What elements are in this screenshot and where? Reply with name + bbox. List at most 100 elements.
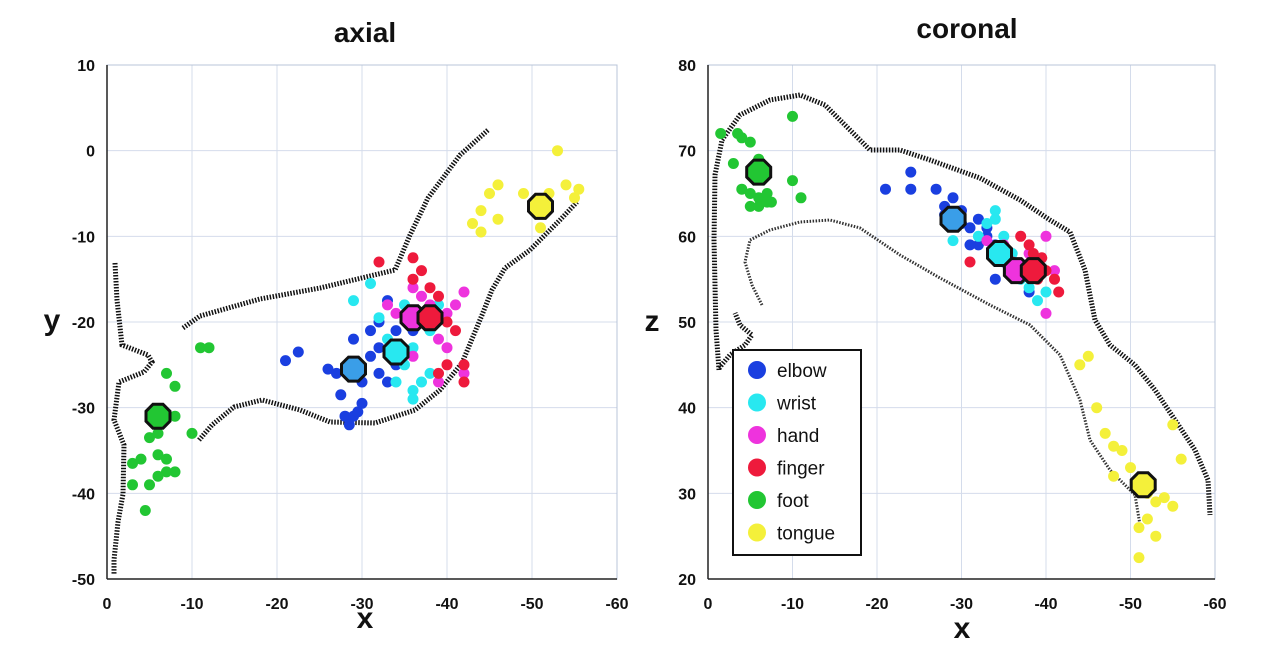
tongue-point (1091, 402, 1103, 414)
x-tick-label: -60 (605, 596, 628, 613)
elbow-point (972, 239, 984, 251)
y-tick-label: 80 (678, 58, 696, 75)
wrist-point (998, 230, 1010, 242)
foot-point (127, 479, 138, 491)
elbow-point (382, 376, 393, 388)
y-tick-label: -50 (72, 572, 95, 589)
y-tick-label: 20 (678, 572, 696, 589)
finger-mean-marker (1019, 257, 1047, 285)
tongue-point (535, 222, 546, 234)
axial-panel: axial 0 -10 -20 -30 -40 -50 -60 10 0 -10 -20 -30 -4… (44, 17, 629, 635)
elbow-point (905, 183, 917, 195)
foot-point (152, 470, 164, 482)
x-tick-labels: 0 -10 -20 -30 -40 -50 -60 (103, 596, 629, 613)
elbow-point (322, 363, 334, 375)
x-tick-label: -40 (1034, 596, 1057, 613)
elbow-mean-marker (939, 205, 967, 233)
wrist-point (989, 213, 1001, 225)
legend-box (732, 349, 862, 556)
wrist-point (416, 376, 427, 388)
brain-outline (711, 92, 1213, 516)
tongue-point (573, 183, 585, 195)
tongue-point (1167, 419, 1179, 431)
tongue-point (1099, 427, 1111, 439)
finger-point (407, 273, 419, 285)
y-tick-label: -40 (72, 486, 95, 503)
y-tick-label: -30 (72, 401, 95, 418)
foot-point (169, 410, 181, 422)
elbow-point (348, 333, 359, 345)
hand-point (1049, 265, 1060, 277)
elbow-legend-swatch (748, 361, 766, 379)
elbow-mean-marker (340, 355, 367, 383)
foot-point (139, 505, 151, 516)
foot-point (753, 200, 765, 212)
finger-point (433, 367, 444, 379)
data-points (127, 145, 585, 516)
foot-point (169, 380, 181, 392)
tongue-point (1133, 522, 1145, 534)
tongue-point (552, 145, 563, 157)
wrist-point (407, 393, 419, 405)
foot-point (765, 196, 777, 208)
finger-mean-marker (416, 304, 444, 332)
hand-point (441, 307, 453, 319)
foot-point (787, 110, 798, 122)
elbow-point (352, 406, 364, 418)
tongue-point (1074, 359, 1086, 371)
finger-point (964, 256, 976, 268)
tongue-point (518, 188, 529, 199)
elbow-point (947, 192, 959, 204)
legend-label: wrist (776, 394, 817, 415)
finger-point (407, 252, 419, 264)
wrist-point (348, 295, 359, 307)
y-tick-label: -20 (72, 315, 95, 332)
foot-point (144, 432, 155, 444)
x-tick-label: -30 (950, 596, 973, 613)
hand-point (981, 235, 993, 247)
x-tick-label: -30 (350, 596, 373, 613)
elbow-point (373, 342, 385, 354)
tongue-mean-marker (1129, 471, 1157, 499)
foot-point (744, 188, 756, 199)
brain-outline (111, 262, 156, 575)
foot-point (736, 132, 748, 144)
x-tick-label: -10 (781, 596, 804, 613)
y-tick-label: 10 (77, 58, 95, 75)
finger-legend-swatch (748, 458, 766, 477)
tongue-mean-marker (527, 192, 554, 220)
hand-point (382, 299, 393, 311)
wrist-point (424, 367, 436, 379)
elbow-point (331, 367, 342, 379)
elbow-point (989, 273, 1001, 285)
foot-point (161, 466, 172, 478)
tongue-point (1175, 453, 1187, 465)
finger-point (1015, 230, 1027, 242)
coronal-panel: coronal 0 -10 -20 -30 -40 -50 -60 80 70 60 50 40 30… (645, 13, 1227, 645)
finger-point (458, 376, 470, 388)
foot-point (135, 453, 147, 465)
hand-point (407, 282, 419, 294)
hand-point (450, 299, 461, 311)
wrist-point (989, 205, 1001, 217)
foot-point (753, 192, 765, 204)
foot-point (744, 136, 756, 148)
wrist-legend-swatch (748, 393, 766, 412)
hand-point (390, 307, 402, 319)
x-tick-label: -50 (1119, 596, 1142, 613)
foot-point (144, 479, 155, 491)
foot-point (152, 427, 164, 439)
elbow-point (343, 419, 355, 431)
legend-label: tongue (777, 524, 835, 545)
foot-point (744, 200, 756, 212)
foot-point (169, 466, 181, 478)
foot-mean-marker (144, 402, 172, 430)
wrist-point (365, 278, 376, 289)
finger-point (416, 265, 427, 277)
foot-point (715, 128, 727, 139)
y-tick-label: -10 (72, 229, 95, 246)
hand-legend-swatch (748, 426, 766, 444)
gridlines (106, 64, 618, 580)
y-tick-label: 0 (86, 144, 95, 161)
foot-point (161, 367, 172, 379)
